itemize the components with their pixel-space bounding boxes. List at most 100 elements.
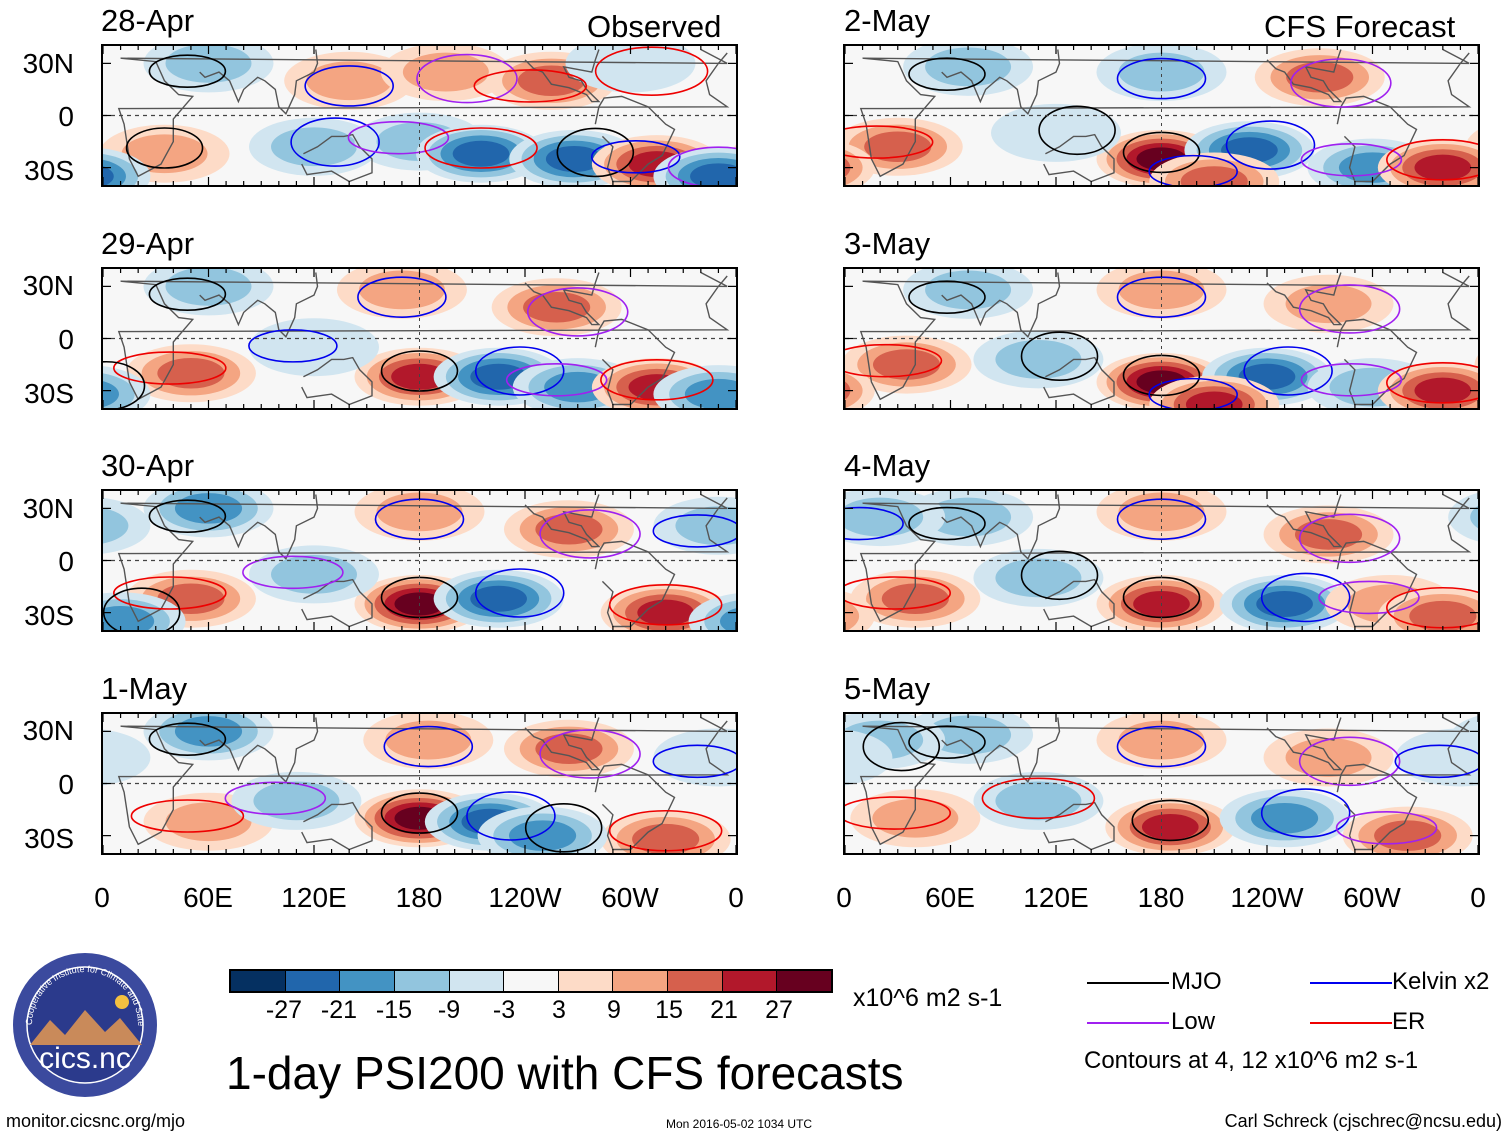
anomaly-level: [1448, 492, 1478, 542]
lat-tick-label: 30N: [22, 270, 74, 301]
contour-line: [652, 514, 736, 548]
coastline: [1336, 95, 1418, 183]
observed-column-title: Observed: [587, 9, 722, 44]
coastline: [301, 801, 373, 851]
coastline: [524, 272, 601, 326]
anomaly-level: [995, 339, 1082, 379]
contour-line: [1260, 572, 1351, 623]
coastline: [1266, 494, 1343, 548]
anomaly-level: [845, 600, 860, 630]
legend-line-kelvin: [1310, 982, 1392, 984]
contour-line: [424, 127, 538, 169]
coastline: [941, 717, 1061, 783]
contour-line: [667, 146, 736, 185]
coastline: [524, 49, 601, 103]
contour-line: [357, 276, 447, 318]
anomaly-level: [103, 166, 114, 185]
contour-line: [224, 781, 327, 816]
logo-mountains: [30, 1010, 142, 1045]
contour-line: [1225, 120, 1316, 170]
contour-line: [148, 722, 227, 756]
anomaly-cell: [491, 278, 622, 337]
anomaly-cell: [1219, 574, 1350, 630]
map-plot: [845, 269, 1478, 408]
contour-line: [290, 117, 380, 167]
anomaly-level: [1118, 720, 1205, 760]
contour-line: [845, 343, 943, 378]
anomaly-level: [1414, 154, 1472, 181]
anomaly-cell: [850, 789, 981, 848]
anomaly-cell: [503, 719, 634, 778]
contour-line: [1386, 362, 1478, 404]
contour-line: [1300, 143, 1403, 177]
anomaly-cell: [903, 269, 1034, 319]
contour-line: [248, 329, 338, 363]
colorbar-swatch: [231, 971, 286, 991]
legend-line-er: [1310, 1022, 1392, 1024]
colorbar-tick-label: -15: [375, 996, 413, 1024]
contour-line: [242, 555, 344, 590]
colorbar-tick-label: -3: [492, 996, 516, 1024]
map-panel-observed-1: [101, 44, 738, 187]
panel-date-label: 1-May: [101, 671, 188, 706]
anomaly-cell: [249, 545, 379, 604]
anomaly-cell: [231, 771, 362, 830]
lon-tick-label: 120E: [281, 882, 347, 913]
anomaly-cell: [973, 771, 1104, 830]
colorbar-swatch: [394, 971, 450, 991]
colorbar-swatch: [449, 971, 505, 991]
lon-tick-label: 0: [836, 882, 852, 913]
coastline: [1043, 356, 1115, 406]
lat-tick-label: 30N: [22, 493, 74, 524]
colorbar-swatch: [558, 971, 614, 991]
map-plot: [845, 714, 1478, 853]
contour-line: [473, 69, 588, 103]
contour-line: [474, 346, 565, 396]
contour-line: [590, 140, 681, 174]
anomaly-cell: [1096, 46, 1227, 102]
colorbar-tick-label: 3: [552, 996, 566, 1024]
lon-tick-label: 60E: [925, 882, 975, 913]
anomaly-cell: [1096, 714, 1227, 770]
map-panel-forecast-4: [843, 712, 1480, 855]
contour-line: [383, 725, 474, 768]
anomaly-level: [720, 608, 736, 630]
colorbar-tick-label: 27: [765, 996, 793, 1024]
map-panel-forecast-3: [843, 489, 1480, 632]
colorbar-swatch: [777, 971, 832, 991]
anomaly-level: [1256, 590, 1313, 617]
legend-label-low: Low: [1171, 1008, 1216, 1035]
anomaly-cell: [363, 714, 494, 770]
colorbar: [229, 969, 833, 993]
contour-line: [1131, 799, 1210, 842]
anomaly-cell: [103, 728, 736, 787]
colorbar-swatch: [668, 971, 723, 991]
coastline: [1336, 540, 1418, 628]
coastline: [301, 356, 373, 406]
footer-timestamp: Mon 2016-05-02 1034 UTC: [666, 1117, 813, 1131]
coastline: [1266, 717, 1343, 771]
anomaly-level: [545, 145, 603, 172]
map-plot: [103, 491, 736, 630]
anomaly-level: [1118, 52, 1205, 92]
anomaly-level: [690, 163, 736, 185]
anomaly-cell: [991, 103, 1121, 162]
coastline: [1336, 318, 1418, 406]
contour-line: [1260, 788, 1351, 838]
lat-tick-label: 30N: [22, 48, 74, 79]
anomaly-cell: [1263, 274, 1394, 333]
contour-line: [981, 777, 1096, 820]
lat-tick-label: 0: [58, 546, 74, 577]
anomaly-level: [995, 558, 1082, 598]
anomaly-level: [1395, 728, 1478, 787]
contour-line: [1298, 284, 1401, 334]
cics-logo: Cooperative Institute for Climate and Sa…: [7, 942, 160, 1100]
anomaly-level: [306, 61, 393, 101]
anomaly-cell: [903, 46, 1034, 96]
anomaly-level: [103, 729, 151, 786]
anomaly-level: [402, 52, 489, 92]
anomaly-cell: [845, 117, 1478, 176]
contour-line: [130, 799, 245, 833]
panel-date-label: 3-May: [844, 226, 931, 261]
legend-label-kelvin: Kelvin x2: [1392, 968, 1490, 995]
